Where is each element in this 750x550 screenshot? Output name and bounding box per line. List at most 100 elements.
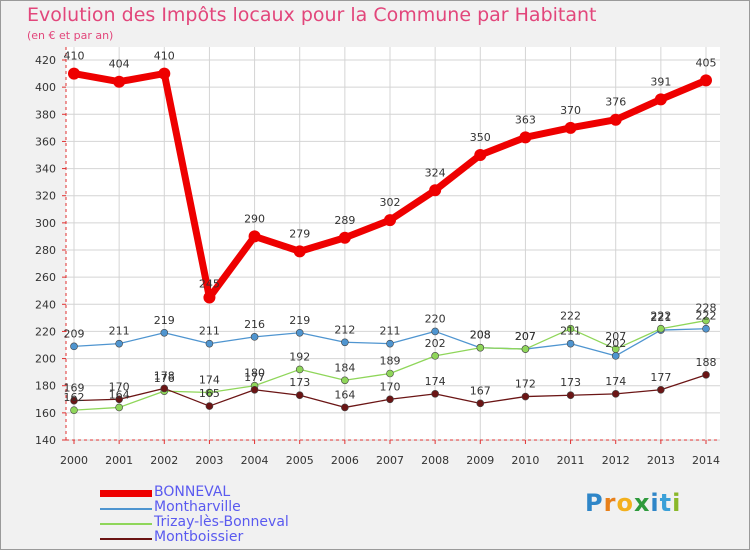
y-tick-label: 280: [35, 244, 56, 257]
chart-subtitle: (en € et par an): [27, 29, 114, 42]
x-tick-label: 2003: [195, 454, 223, 467]
brand-letter: t: [659, 489, 673, 517]
data-label-trizay: 228: [696, 302, 717, 315]
data-label-bonneval: 302: [380, 196, 401, 209]
data-label-trizay: 176: [154, 372, 175, 385]
data-point-trizay: [205, 388, 214, 397]
data-point-montboissier: [566, 391, 575, 400]
data-label-trizay: 162: [64, 391, 85, 404]
data-point-bonneval: [654, 93, 667, 106]
data-label-montboissier: 167: [470, 384, 491, 397]
data-point-montboissier: [702, 371, 710, 379]
data-point-montboissier: [657, 385, 665, 394]
y-tick-label: 320: [35, 190, 56, 203]
data-point-montboissier: [386, 395, 394, 404]
data-point-trizay: [657, 324, 665, 333]
data-point-bonneval: [609, 113, 622, 126]
data-label-bonneval: 410: [64, 50, 85, 63]
data-point-montharville: [386, 339, 394, 348]
data-point-montboissier: [476, 399, 485, 408]
x-tick-label: 2000: [60, 454, 88, 467]
data-label-bonneval: 324: [425, 166, 446, 179]
data-point-bonneval: [384, 214, 396, 227]
data-label-montboissier: 177: [244, 371, 265, 384]
data-label-montboissier: 178: [154, 369, 175, 382]
y-tick-label: 340: [35, 163, 56, 176]
data-label-bonneval: 370: [560, 104, 581, 117]
legend-swatch-montharville: [100, 508, 152, 510]
y-tick-label: 240: [35, 298, 56, 311]
data-point-montboissier: [431, 390, 439, 398]
y-tick-label: 380: [35, 108, 56, 121]
data-point-bonneval: [293, 245, 306, 258]
x-tick-label: 2009: [466, 454, 494, 467]
data-point-bonneval: [474, 149, 487, 161]
data-point-montharville: [702, 324, 710, 333]
data-label-montboissier: 174: [425, 375, 446, 388]
data-label-montharville: 212: [334, 323, 355, 336]
data-label-bonneval: 404: [109, 58, 130, 71]
data-point-montharville: [431, 327, 439, 336]
data-point-montboissier: [521, 392, 530, 401]
legend-item-montboissier: Montboissier: [100, 530, 320, 546]
data-label-montharville: 202: [605, 337, 626, 350]
x-tick-label: 2006: [331, 454, 359, 467]
data-label-trizay: 222: [650, 310, 671, 323]
data-point-montboissier: [205, 402, 214, 410]
data-point-montboissier: [160, 384, 169, 393]
data-label-montboissier: 174: [605, 375, 626, 388]
data-label-trizay: 164: [109, 388, 130, 401]
data-point-montharville: [341, 338, 349, 347]
data-point-bonneval: [203, 291, 216, 304]
data-point-bonneval: [429, 184, 442, 197]
data-point-montboissier: [115, 395, 123, 404]
data-point-trizay: [295, 365, 304, 374]
brand-logo: Proxiti: [585, 489, 681, 517]
data-label-montharville: 216: [244, 318, 265, 331]
data-point-trizay: [476, 343, 485, 352]
x-tick-label: 2014: [692, 454, 720, 467]
data-label-montboissier: 173: [289, 376, 310, 389]
brand-letter: x: [633, 489, 651, 517]
data-label-montboissier: 165: [199, 387, 220, 400]
data-label-montboissier: 169: [64, 382, 85, 395]
data-point-montboissier: [341, 403, 349, 412]
chart-title: Evolution des Impôts locaux pour la Comm…: [27, 4, 597, 26]
data-point-montboissier: [295, 391, 304, 400]
legend-item-montharville: Montharville: [100, 499, 320, 516]
data-label-montharville: 221: [650, 311, 671, 324]
y-tick-label: 360: [35, 135, 56, 148]
y-tick-label: 260: [35, 271, 56, 284]
data-point-montharville: [70, 342, 78, 351]
legend-label-montharville: Montharville: [154, 499, 241, 515]
data-label-bonneval: 363: [515, 113, 536, 126]
data-label-trizay: 189: [380, 355, 401, 368]
data-point-bonneval: [338, 231, 351, 244]
y-tick-label: 180: [35, 380, 56, 393]
data-label-bonneval: 410: [154, 50, 175, 63]
brand-letter: i: [672, 489, 682, 517]
data-point-trizay: [341, 376, 349, 385]
data-point-trizay: [431, 352, 439, 360]
brand-letter: r: [603, 489, 617, 517]
x-tick-label: 2011: [557, 454, 585, 467]
data-label-montboissier: 170: [109, 380, 130, 393]
data-label-montboissier: 177: [650, 371, 671, 384]
x-tick-label: 2005: [286, 454, 314, 467]
data-label-trizay: 192: [289, 350, 310, 363]
data-label-bonneval: 279: [289, 227, 310, 240]
data-label-montboissier: 164: [334, 388, 355, 401]
data-point-montharville: [250, 333, 259, 341]
data-point-trizay: [115, 403, 123, 412]
data-point-bonneval: [564, 121, 577, 134]
data-label-montharville: 211: [380, 325, 401, 338]
brand-letter: i: [650, 489, 660, 517]
data-point-montharville: [115, 339, 123, 348]
y-tick-label: 160: [35, 407, 56, 420]
data-point-trizay: [386, 369, 394, 378]
legend-swatch-trizay: [100, 523, 152, 525]
data-label-montboissier: 170: [380, 380, 401, 393]
x-tick-label: 2004: [241, 454, 269, 467]
data-point-montharville: [611, 352, 620, 360]
